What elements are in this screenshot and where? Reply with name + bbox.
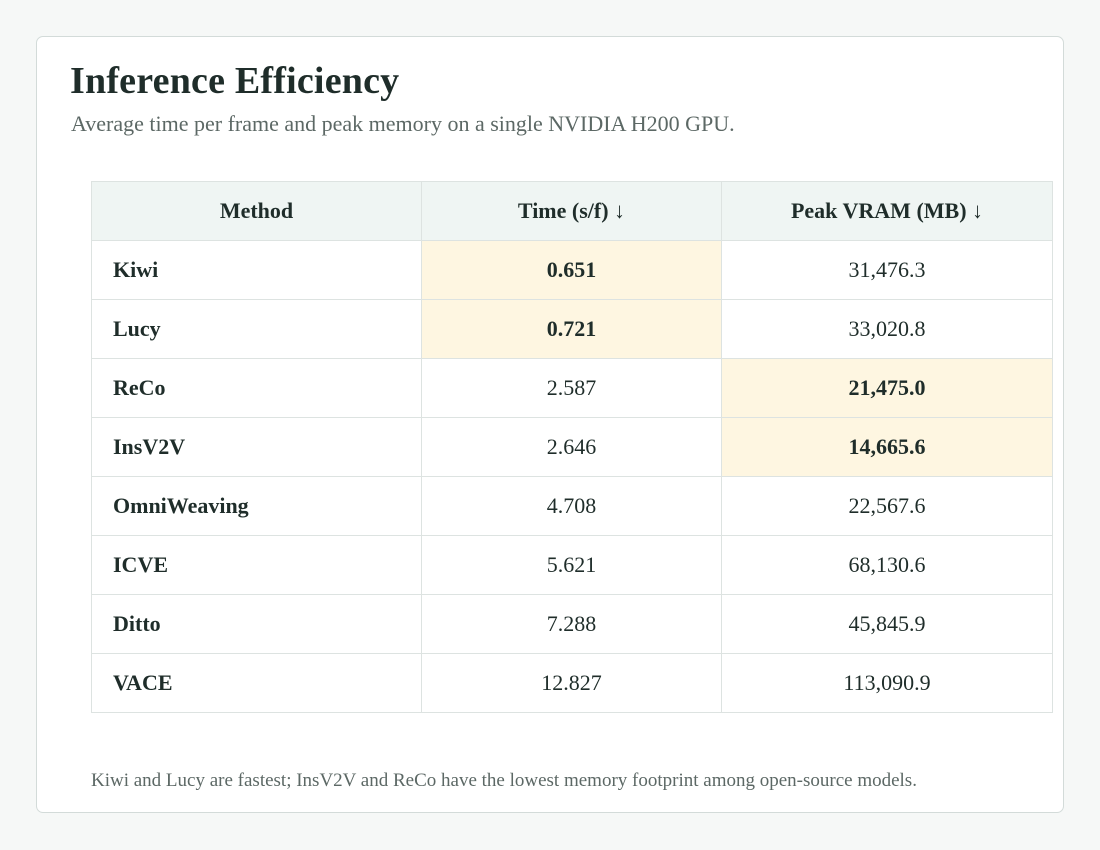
table-row: OmniWeaving 4.708 22,567.6 (91, 476, 1053, 536)
table-body: Kiwi 0.651 31,476.3 Lucy 0.721 33,020.8 ReCo 2.… (91, 240, 1053, 713)
time-cell: 5.621 (421, 535, 722, 595)
vram-cell: 68,130.6 (721, 535, 1053, 595)
table-header-row: Method Time (s/f) ↓ Peak VRAM (MB) ↓ (91, 181, 1053, 241)
results-card: Inference Efficiency Average time per fr… (36, 36, 1064, 813)
footnote: Kiwi and Lucy are fastest; InsV2V and Re… (91, 770, 917, 791)
time-cell: 2.587 (421, 358, 722, 418)
table-row: InsV2V 2.646 14,665.6 (91, 417, 1053, 477)
column-header-time: Time (s/f) ↓ (421, 181, 722, 241)
table-row: Ditto 7.288 45,845.9 (91, 594, 1053, 654)
method-cell: Kiwi (91, 240, 422, 300)
table-row: ICVE 5.621 68,130.6 (91, 535, 1053, 595)
vram-cell: 33,020.8 (721, 299, 1053, 359)
page-subtitle: Average time per frame and peak memory o… (71, 111, 735, 136)
method-cell: OmniWeaving (91, 476, 422, 536)
column-header-method: Method (91, 181, 422, 241)
method-cell: Ditto (91, 594, 422, 654)
method-cell: InsV2V (91, 417, 422, 477)
method-cell: ReCo (91, 358, 422, 418)
time-cell: 7.288 (421, 594, 722, 654)
method-cell: Lucy (91, 299, 422, 359)
table-row: VACE 12.827 113,090.9 (91, 653, 1053, 713)
time-cell: 0.651 (421, 240, 722, 300)
column-header-vram: Peak VRAM (MB) ↓ (721, 181, 1053, 241)
page-title: Inference Efficiency (70, 60, 400, 102)
time-cell: 0.721 (421, 299, 722, 359)
vram-cell: 14,665.6 (721, 417, 1053, 477)
table-row: ReCo 2.587 21,475.0 (91, 358, 1053, 418)
vram-cell: 45,845.9 (721, 594, 1053, 654)
table-row: Lucy 0.721 33,020.8 (91, 299, 1053, 359)
time-cell: 4.708 (421, 476, 722, 536)
table-row: Kiwi 0.651 31,476.3 (91, 240, 1053, 300)
vram-cell: 113,090.9 (721, 653, 1053, 713)
vram-cell: 31,476.3 (721, 240, 1053, 300)
method-cell: VACE (91, 653, 422, 713)
time-cell: 12.827 (421, 653, 722, 713)
method-cell: ICVE (91, 535, 422, 595)
vram-cell: 21,475.0 (721, 358, 1053, 418)
efficiency-table: Method Time (s/f) ↓ Peak VRAM (MB) ↓ Kiw… (91, 181, 1053, 713)
vram-cell: 22,567.6 (721, 476, 1053, 536)
time-cell: 2.646 (421, 417, 722, 477)
